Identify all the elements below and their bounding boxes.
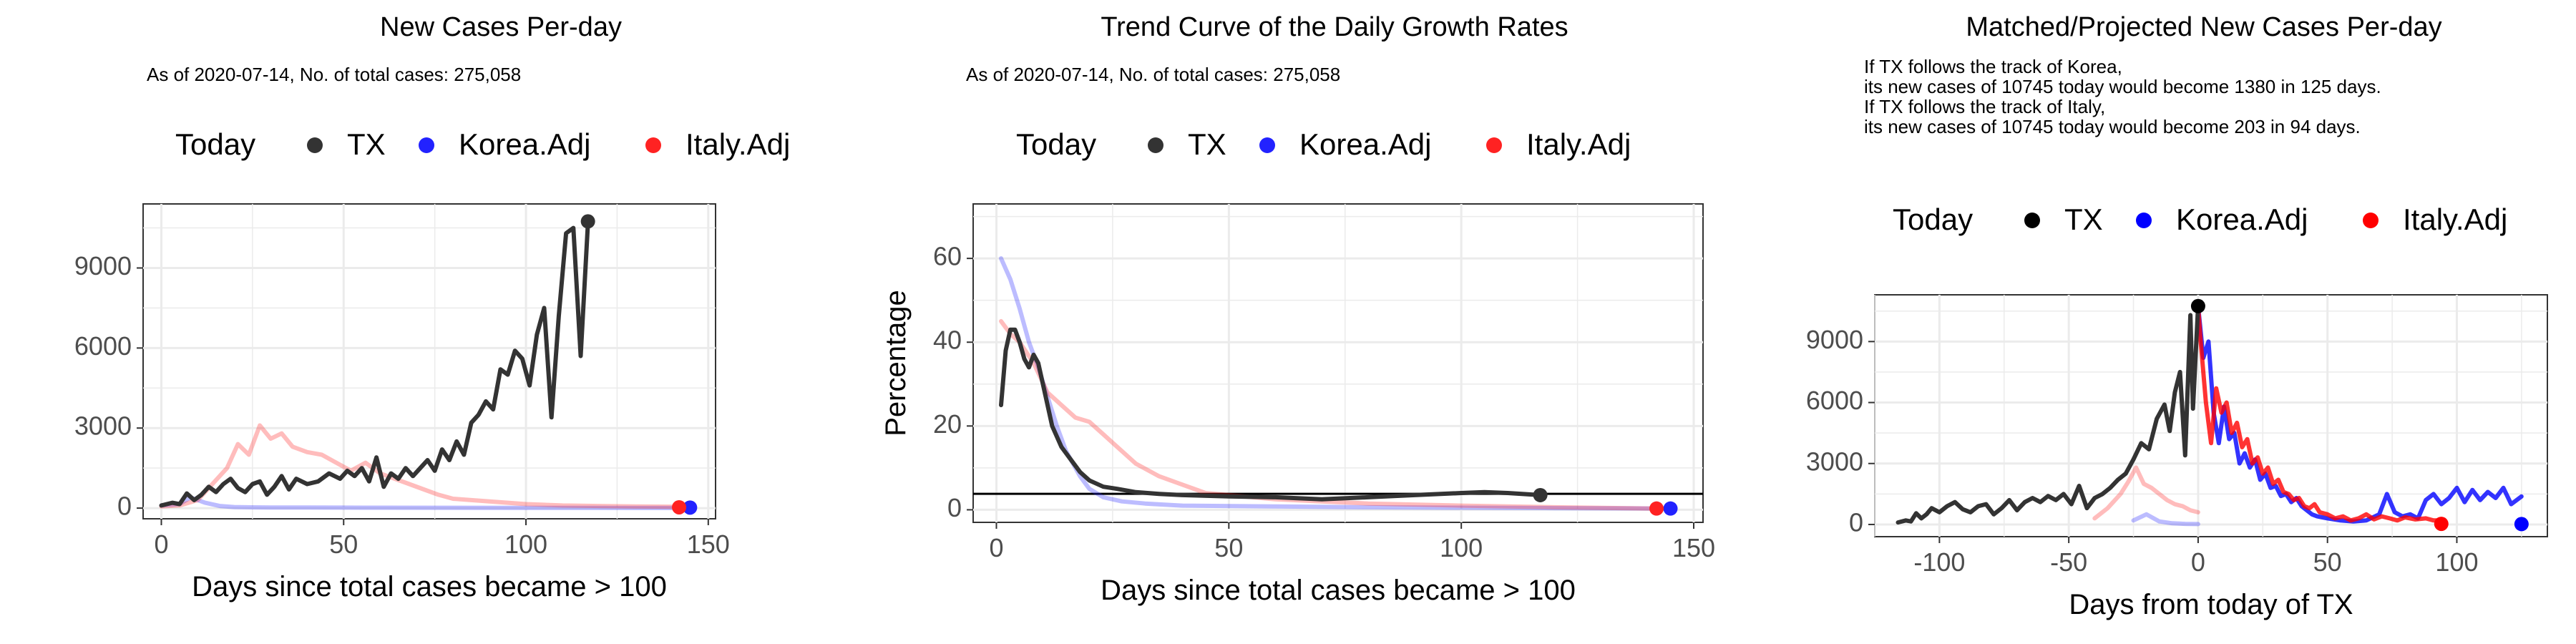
chart-annotation: its new cases of 10745 today would becom…	[1864, 76, 2381, 97]
x-tick-label: 0	[154, 530, 168, 559]
x-tick-label: 50	[2313, 547, 2342, 577]
x-tick-label: 100	[1440, 533, 1483, 562]
legend-label: Italy.Adj	[1526, 127, 1631, 161]
legend-label: Italy.Adj	[686, 127, 790, 161]
series-line-italy-adj-projected	[2195, 303, 2444, 523]
legend-marker	[1259, 137, 1275, 153]
chart-panel-1: Trend Curve of the Daily Growth Rates As …	[880, 12, 1715, 606]
chart-panel-2: Matched/Projected New Cases Per-day If TX…	[1806, 12, 2548, 620]
y-tick-label: 6000	[74, 331, 132, 361]
y-tick-label: 9000	[1806, 325, 1863, 354]
series-line-tx	[159, 220, 590, 508]
chart-annotation: If TX follows the track of Italy,	[1864, 96, 2105, 117]
legend-label: Italy.Adj	[2403, 203, 2507, 236]
x-axis-label: Days since total cases became > 100	[192, 571, 667, 602]
legend-label: Korea.Adj	[1299, 127, 1431, 161]
y-tick-label: 0	[1849, 507, 1863, 537]
today-point-tx	[580, 214, 595, 229]
series-line-korea-adj	[999, 256, 1673, 511]
series-line-korea-adj-projected	[2195, 303, 2524, 524]
series-group	[1896, 303, 2524, 527]
legend-title: Today	[1893, 203, 1973, 236]
plot-border	[972, 203, 1704, 523]
series-line-korea-adj-history	[2131, 512, 2200, 527]
y-tick-label: 40	[933, 326, 962, 355]
legend-label: Korea.Adj	[2176, 203, 2308, 236]
today-point-korea-adj	[683, 500, 698, 515]
chart-title: Trend Curve of the Daily Growth Rates	[1101, 12, 1568, 42]
legend-marker	[419, 137, 434, 153]
x-tick-label: -50	[2050, 547, 2087, 577]
chart-title: New Cases Per-day	[380, 12, 622, 42]
today-point-italy-adj	[2434, 517, 2449, 532]
x-axis-label: Days from today of TX	[2069, 589, 2353, 620]
plot-area	[972, 203, 1704, 523]
legend-marker	[2136, 213, 2152, 228]
chart-subtitle: As of 2020-07-14, No. of total cases: 27…	[147, 64, 521, 85]
series-line-tx-history	[1896, 303, 2200, 525]
plot-area	[142, 203, 716, 519]
legend-marker	[2024, 213, 2040, 228]
legend-marker	[307, 137, 323, 153]
legend-label: TX	[2064, 203, 2103, 236]
x-tick-label: 150	[687, 530, 730, 559]
y-tick-label: 6000	[1806, 386, 1863, 415]
x-tick-label: -100	[1913, 547, 1965, 577]
legend-label: Korea.Adj	[459, 127, 590, 161]
today-point-italy-adj	[1649, 501, 1664, 516]
x-tick-label: 100	[2435, 547, 2478, 577]
plot-border	[142, 203, 716, 519]
chart-annotation: If TX follows the track of Korea,	[1864, 56, 2122, 77]
x-tick-label: 0	[2191, 547, 2205, 577]
today-point-korea-adj	[2514, 517, 2529, 532]
y-tick-label: 0	[117, 492, 132, 521]
legend-marker	[1148, 137, 1163, 153]
y-axis-label: Percentage	[880, 290, 912, 436]
y-tick-label: 9000	[74, 251, 132, 280]
x-tick-label: 50	[329, 530, 358, 559]
legend-marker	[645, 137, 661, 153]
today-point-tx	[2190, 298, 2205, 313]
series-line-italy-adj-history	[2092, 465, 2200, 521]
x-tick-label: 150	[1672, 533, 1715, 562]
y-tick-label: 60	[933, 242, 962, 271]
y-tick-label: 3000	[1806, 447, 1863, 476]
y-tick-label: 20	[933, 409, 962, 439]
x-tick-label: 50	[1214, 533, 1243, 562]
chart-panel-0: New Cases Per-day As of 2020-07-14, No. o…	[74, 12, 790, 602]
legend-label: TX	[347, 127, 386, 161]
today-point-korea-adj	[1663, 501, 1678, 516]
series-line-italy-adj	[159, 423, 681, 509]
legend: Today TX Korea.Adj Italy.Adj	[1016, 127, 1631, 161]
chart-title: Matched/Projected New Cases Per-day	[1966, 12, 2441, 42]
x-axis-label: Days since total cases became > 100	[1101, 575, 1576, 606]
legend-label: TX	[1188, 127, 1226, 161]
legend: Today TX Korea.Adj Italy.Adj	[1893, 203, 2507, 236]
series-line-tx	[999, 327, 1543, 502]
today-point-tx	[1533, 487, 1548, 502]
x-tick-label: 100	[504, 530, 547, 559]
series-line-korea-adj	[159, 495, 693, 510]
chart-annotation: its new cases of 10745 today would becom…	[1864, 116, 2361, 137]
chart-subtitle: As of 2020-07-14, No. of total cases: 27…	[966, 64, 1340, 85]
y-tick-label: 0	[947, 493, 962, 522]
series-group	[973, 256, 1703, 511]
x-tick-label: 0	[989, 533, 1003, 562]
legend-title: Today	[1016, 127, 1096, 161]
today-point-italy-adj	[672, 499, 687, 514]
legend: Today TX Korea.Adj Italy.Adj	[175, 127, 790, 161]
legend-title: Today	[175, 127, 255, 161]
legend-marker	[1486, 137, 1502, 153]
series-group	[159, 220, 693, 510]
legend-marker	[2363, 213, 2379, 228]
y-tick-label: 3000	[74, 411, 132, 441]
